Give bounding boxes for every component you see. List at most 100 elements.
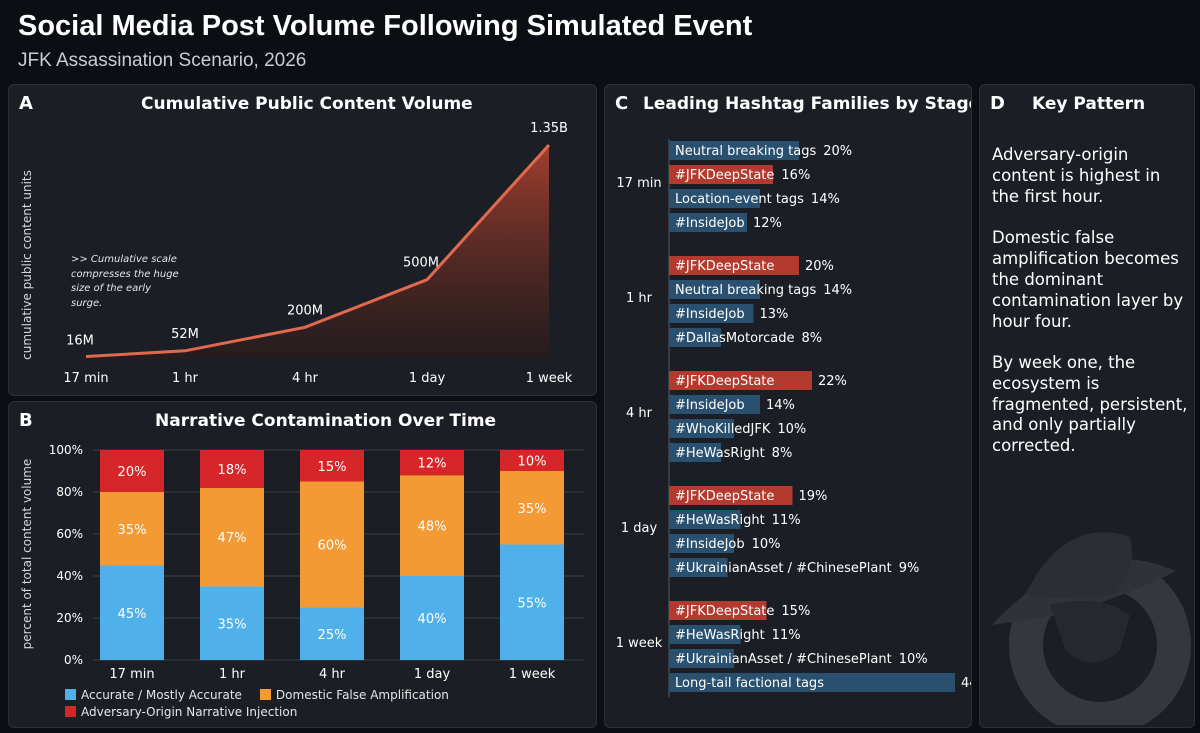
b-bar-adversary bbox=[300, 450, 364, 482]
c-bar bbox=[669, 189, 760, 208]
b-bar-accurate bbox=[200, 586, 264, 660]
c-value-label: 22% bbox=[818, 374, 847, 389]
panel-b-letter: B bbox=[19, 410, 33, 431]
c-value-label: 10% bbox=[777, 422, 806, 437]
b-bar-domestic bbox=[100, 492, 164, 566]
c-stage-label: 1 hr bbox=[626, 291, 653, 306]
c-value-label: 20% bbox=[823, 144, 852, 159]
c-bar bbox=[669, 558, 728, 577]
c-bar-label: #HeWasRight bbox=[675, 446, 765, 461]
c-value-label: 14% bbox=[811, 192, 840, 207]
page-title: Social Media Post Volume Following Simul… bbox=[18, 10, 753, 42]
b-bar-adversary bbox=[200, 450, 264, 488]
c-bar-label: #DallasMotorcade bbox=[675, 331, 794, 346]
c-bar bbox=[669, 165, 773, 184]
c-bar-label: #JFKDeepState bbox=[675, 374, 774, 389]
hashtag-chart: 17 min Neutral breaking tags 20% #JFKDeepSt… bbox=[616, 139, 971, 697]
c-bar-label: Location-event tags bbox=[675, 192, 804, 207]
a-data-label: 500M bbox=[403, 256, 439, 271]
a-x-tick-label: 1 hr bbox=[172, 371, 199, 386]
b-x-tick-label: 1 hr bbox=[219, 667, 246, 682]
b-x-tick-label: 4 hr bbox=[319, 667, 346, 682]
c-bar bbox=[669, 443, 721, 462]
c-value-label: 16% bbox=[781, 168, 810, 183]
a-data-label: 1.35B bbox=[530, 121, 568, 136]
b-data-label: 47% bbox=[218, 531, 247, 546]
legend-label-accurate: Accurate / Mostly Accurate bbox=[81, 687, 242, 702]
key-pattern-paragraph: Domestic false amplification becomes the… bbox=[992, 227, 1184, 331]
c-bar bbox=[669, 649, 734, 668]
c-bar bbox=[669, 534, 734, 553]
c-value-label: 20% bbox=[805, 259, 834, 274]
b-y-tick-label: 100% bbox=[49, 443, 83, 457]
a-x-tick-label: 1 week bbox=[526, 371, 573, 386]
c-stage-label: 1 week bbox=[616, 636, 663, 651]
c-bar bbox=[669, 141, 799, 160]
b-y-tick-label: 60% bbox=[56, 527, 83, 541]
c-bar-label: #JFKDeepState bbox=[675, 604, 774, 619]
b-bar-domestic bbox=[500, 471, 564, 545]
panel-d-title: Key Pattern bbox=[1032, 94, 1146, 114]
c-bar-label: #InsideJob bbox=[675, 398, 745, 413]
a-x-tick-label: 4 hr bbox=[292, 371, 319, 386]
c-bar-label: #UkrainianAsset / #ChinesePlant bbox=[675, 652, 892, 667]
b-data-label: 45% bbox=[118, 607, 147, 622]
panel-d: D Key Pattern Adversary-origin content i… bbox=[979, 84, 1195, 728]
a-data-label: 200M bbox=[287, 303, 323, 318]
c-bar-label: Neutral breaking tags bbox=[675, 283, 816, 298]
c-bar-label: #WhoKilledJFK bbox=[675, 422, 771, 437]
b-bar-adversary bbox=[400, 450, 464, 476]
b-data-label: 55% bbox=[518, 596, 547, 611]
c-stage-label: 17 min bbox=[616, 176, 661, 191]
c-bar bbox=[669, 213, 747, 232]
c-value-label: 11% bbox=[772, 628, 801, 643]
b-y-tick-label: 0% bbox=[64, 653, 83, 667]
panel-a-letter: A bbox=[19, 93, 33, 114]
b-data-label: 18% bbox=[218, 463, 247, 478]
c-value-label: 10% bbox=[752, 537, 781, 552]
c-value-label: 11% bbox=[772, 513, 801, 528]
b-x-tick-label: 17 min bbox=[109, 667, 154, 682]
a-series-line bbox=[85, 143, 551, 358]
panel-a-title: Cumulative Public Content Volume bbox=[141, 94, 473, 114]
c-stage-label: 1 day bbox=[621, 521, 658, 536]
c-bar bbox=[669, 304, 754, 323]
b-data-label: 10% bbox=[518, 455, 547, 470]
b-data-label: 25% bbox=[318, 628, 347, 643]
spy-hat-icon bbox=[992, 532, 1191, 725]
b-bar-accurate bbox=[400, 576, 464, 660]
c-bar bbox=[669, 673, 955, 692]
b-y-tick-label: 20% bbox=[56, 611, 83, 625]
b-bar-accurate bbox=[300, 607, 364, 660]
b-data-label: 48% bbox=[418, 520, 447, 535]
c-value-label: 8% bbox=[801, 331, 822, 346]
c-bar bbox=[669, 328, 721, 347]
b-y-tick-label: 80% bbox=[56, 485, 83, 499]
panel-a: A Cumulative Public Content Volume 16M 52… bbox=[8, 84, 597, 396]
b-legend: Accurate / Mostly Accurate Domestic Fals… bbox=[65, 686, 449, 720]
c-bar-label: #JFKDeepState bbox=[675, 259, 774, 274]
c-bar-label: #InsideJob bbox=[675, 307, 745, 322]
c-bar-label: Neutral breaking tags bbox=[675, 144, 816, 159]
c-bar bbox=[669, 625, 741, 644]
b-bar-domestic bbox=[300, 481, 364, 608]
c-bar-label: #JFKDeepState bbox=[675, 489, 774, 504]
legend-item-accurate: Accurate / Mostly Accurate bbox=[65, 688, 242, 702]
b-data-label: 35% bbox=[518, 502, 547, 517]
c-value-label: 19% bbox=[799, 489, 828, 504]
b-bar-accurate bbox=[500, 544, 564, 660]
c-value-label: 12% bbox=[753, 216, 782, 231]
c-value-label: 14% bbox=[766, 398, 795, 413]
c-bar-label: #HeWasRight bbox=[675, 628, 765, 643]
b-data-label: 20% bbox=[118, 465, 147, 480]
a-x-tick-label: 1 day bbox=[409, 371, 446, 386]
key-pattern-paragraph: Adversary-origin content is highest in t… bbox=[992, 145, 1161, 206]
panel-b: B Narrative Contamination Over Time 0% 20… bbox=[8, 401, 597, 728]
c-value-label: 14% bbox=[823, 283, 852, 298]
c-value-label: 9% bbox=[899, 561, 920, 576]
panel-c: C Leading Hashtag Families by Stage 17 m… bbox=[604, 84, 972, 728]
c-value-label: 44% bbox=[961, 676, 971, 691]
a-y-axis-label: cumulative public content units bbox=[20, 170, 34, 360]
b-data-label: 60% bbox=[318, 539, 347, 554]
c-bar-label: #HeWasRight bbox=[675, 513, 765, 528]
